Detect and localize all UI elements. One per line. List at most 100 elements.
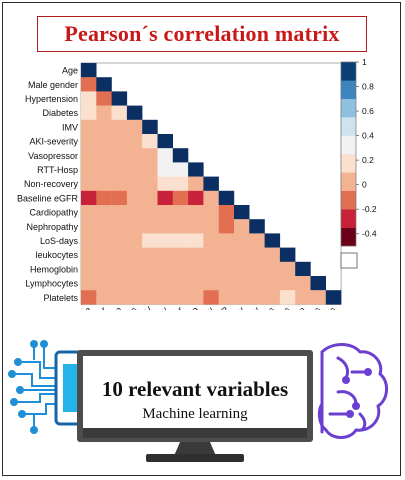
heatmap-cell-Platelets-Male gender <box>96 290 112 305</box>
banner-subheading: Machine learning <box>142 406 248 422</box>
heatmap-cell-Cardiopathy-AKI-severity <box>157 205 173 220</box>
heatmap-cell-Hemoglobin-LoS-days <box>264 261 281 277</box>
heatmap-cell-Platelets-Lymphocytes <box>310 290 326 305</box>
heatmap-cell-Hemoglobin-Age <box>81 261 97 277</box>
colorbar-tick-label: -0.4 <box>362 229 377 239</box>
chart-title: Pearson´s correlation matrix <box>64 21 340 46</box>
heatmap-cell-Hemoglobin-IMV <box>142 261 158 277</box>
colorbar-tick-label: 0.2 <box>362 155 374 165</box>
heatmap-cell-Cardiopathy-Male gender <box>96 205 112 220</box>
colorbar-tick-label: 0 <box>362 180 367 190</box>
heatmap-cell-Platelets-leukocytes <box>279 290 296 305</box>
heatmap-cell-AKI-severity-IMV <box>142 134 158 149</box>
colorbar-segment <box>341 98 356 118</box>
heatmap-cell-Hemoglobin-leukocytes <box>279 261 296 277</box>
heatmap-cell-Hemoglobin-Baseline eGFR <box>218 261 235 277</box>
heatmap-cell-Platelets-IMV <box>142 290 158 305</box>
heatmap-cell-Cardiopathy-Diabetes <box>126 205 143 220</box>
heatmap-cell-Lymphocytes-Hemoglobin <box>295 276 311 291</box>
heatmap-cell-Hypertension-Male gender <box>96 91 112 106</box>
title-box: Pearson´s correlation matrix <box>37 16 367 52</box>
x-tick-label: IMV <box>136 305 154 310</box>
heatmap-cell-LoS-days-Age <box>81 233 97 248</box>
heatmap-cell-Diabetes-Diabetes <box>126 105 143 120</box>
heatmap-cell-Nephropathy-Age <box>81 219 97 234</box>
y-tick-label: IMV <box>62 122 78 132</box>
heatmap-cell-LoS-days-Vasopressor <box>172 233 189 248</box>
heatmap-cell-Platelets-AKI-severity <box>157 290 173 305</box>
heatmap-cell-LoS-days-Cardiopathy <box>234 233 250 248</box>
heatmap-cell-leukocytes-Vasopressor <box>172 247 189 262</box>
heatmap-cell-leukocytes-RTT-Hosp <box>188 247 204 262</box>
y-tick-label: Nephropathy <box>26 222 78 232</box>
heatmap-cell-Hemoglobin-Cardiopathy <box>234 261 250 277</box>
heatmap-cell-Lymphocytes-Vasopressor <box>172 276 189 291</box>
heatmap-cell-IMV-IMV <box>142 119 158 135</box>
heatmap-cell-LoS-days-AKI-severity <box>157 233 173 248</box>
computer-monitor-icon <box>77 350 313 462</box>
bottom-illustration: 10 relevant variables Machine learning <box>8 340 388 462</box>
heatmap-cell-Baseline eGFR-Baseline eGFR <box>218 190 235 206</box>
heatmap-cell-AKI-severity-Hypertension <box>111 134 128 149</box>
heatmap-cell-RTT-Hosp-Age <box>81 162 97 177</box>
heatmap-cell-Nephropathy-IMV <box>142 219 158 234</box>
heatmap-cell-AKI-severity-Male gender <box>96 134 112 149</box>
heatmap-cell-leukocytes-leukocytes <box>279 247 296 262</box>
y-tick-label: Male gender <box>28 80 78 90</box>
heatmap-cell-Platelets-Age <box>81 290 97 305</box>
heatmap-cell-Hemoglobin-Male gender <box>96 261 112 277</box>
heatmap-cell-LoS-days-IMV <box>142 233 158 248</box>
heatmap-cell-leukocytes-Age <box>81 247 97 262</box>
heatmap-cell-Baseline eGFR-IMV <box>142 190 158 206</box>
heatmap-cell-IMV-Diabetes <box>126 119 143 135</box>
colorbar-segment <box>341 172 356 191</box>
heatmap-cell-Vasopressor-IMV <box>142 148 158 163</box>
heatmap-cell-Baseline eGFR-Age <box>81 190 97 206</box>
heatmap-cell-Cardiopathy-IMV <box>142 205 158 220</box>
heatmap-cell-Nephropathy-Diabetes <box>126 219 143 234</box>
heatmap-cell-leukocytes-Cardiopathy <box>234 247 250 262</box>
heatmap-cell-Lymphocytes-Baseline eGFR <box>218 276 235 291</box>
circuit-chip-icon <box>8 340 88 434</box>
heatmap-cell-Hypertension-Hypertension <box>111 91 128 106</box>
heatmap-cell-Lymphocytes-Hypertension <box>111 276 128 291</box>
y-tick-label: Vasopressor <box>28 151 78 161</box>
heatmap-cell-leukocytes-Hypertension <box>111 247 128 262</box>
heatmap-cell-leukocytes-Diabetes <box>126 247 143 262</box>
heatmap-cell-Nephropathy-Vasopressor <box>172 219 189 234</box>
banner-heading: 10 relevant variables <box>102 377 288 401</box>
heatmap-cell-AKI-severity-AKI-severity <box>157 134 173 149</box>
heatmap-cell-Nephropathy-Hypertension <box>111 219 128 234</box>
heatmap-cell-LoS-days-Non-recovery <box>203 233 219 248</box>
y-tick-label: Age <box>62 66 78 76</box>
heatmap-cell-leukocytes-Non-recovery <box>203 247 219 262</box>
heatmap-cell-Hemoglobin-RTT-Hosp <box>188 261 204 277</box>
heatmap-cell-Platelets-Diabetes <box>126 290 143 305</box>
heatmap-cell-IMV-Age <box>81 119 97 135</box>
heatmap-cell-Hemoglobin-Diabetes <box>126 261 143 277</box>
nan-swatch <box>340 252 358 269</box>
heatmap-cell-Non-recovery-Male gender <box>96 176 112 191</box>
heatmap-cell-Baseline eGFR-Non-recovery <box>203 190 219 206</box>
heatmap-cell-Nephropathy-Non-recovery <box>203 219 219 234</box>
heatmap-cell-Baseline eGFR-Vasopressor <box>172 190 189 206</box>
heatmap-cell-Lymphocytes-Diabetes <box>126 276 143 291</box>
y-tick-label: RTT-Hosp <box>37 165 78 175</box>
heatmap-cell-RTT-Hosp-Diabetes <box>126 162 143 177</box>
y-tick-label: Non-recovery <box>24 179 79 189</box>
heatmap-cell-Non-recovery-AKI-severity <box>157 176 173 191</box>
heatmap-cell-Non-recovery-Diabetes <box>126 176 143 191</box>
heatmap-cell-Nephropathy-Cardiopathy <box>234 219 250 234</box>
y-tick-label: Baseline eGFR <box>17 193 79 203</box>
heatmap-cell-leukocytes-AKI-severity <box>157 247 173 262</box>
heatmap-cell-Cardiopathy-Baseline eGFR <box>218 205 235 220</box>
heatmap-cell-Platelets-RTT-Hosp <box>188 290 204 305</box>
heatmap-cell-Non-recovery-RTT-Hosp <box>188 176 204 191</box>
colorbar-segment <box>341 62 356 81</box>
heatmap-cell-Platelets-Non-recovery <box>203 290 219 305</box>
heatmap-cell-RTT-Hosp-Vasopressor <box>172 162 189 177</box>
heatmap-cell-Hemoglobin-Hypertension <box>111 261 128 277</box>
heatmap-cell-LoS-days-Hypertension <box>111 233 128 248</box>
heatmap-cell-LoS-days-Baseline eGFR <box>218 233 235 248</box>
heatmap-cell-RTT-Hosp-IMV <box>142 162 158 177</box>
